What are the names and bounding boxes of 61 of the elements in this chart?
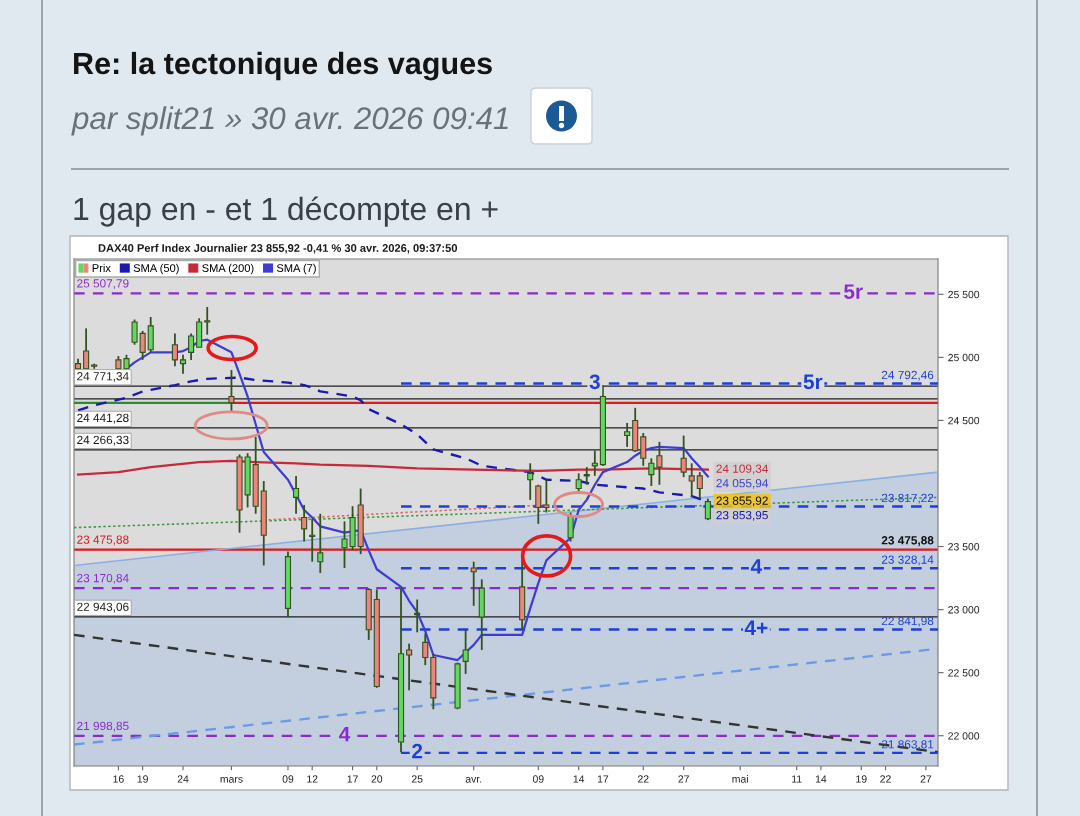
ref-line-label: 23 170,84 bbox=[77, 573, 129, 584]
x-tick-label: avr. bbox=[465, 776, 482, 783]
annotation: 4 bbox=[339, 726, 351, 742]
x-tick-label: 19 bbox=[856, 775, 867, 783]
data-label: 21 863,81 bbox=[881, 740, 934, 750]
data-label: 22 841,98 bbox=[881, 616, 934, 627]
ref-line-label: 21 998,85 bbox=[77, 721, 129, 732]
x-tick-label: mai bbox=[732, 775, 748, 783]
x-tick-label: 25 bbox=[411, 775, 423, 783]
x-tick-label: 12 bbox=[307, 775, 318, 783]
annotation: 2 bbox=[412, 743, 423, 759]
text: 23 855,92 bbox=[716, 496, 768, 507]
annotation: 4+ bbox=[744, 620, 768, 635]
legend-label: SMA (50) bbox=[133, 263, 179, 275]
annotation: 3 bbox=[589, 374, 600, 390]
x-tick-label: mars bbox=[220, 776, 243, 783]
ref-line-label: 23 475,88 bbox=[77, 535, 129, 546]
text: DAX40 Perf Index Journalier 23 855,92 -0,41 % 30 avr. 2026, 09:37:50 bbox=[98, 243, 458, 254]
data-label: 23 817,22 bbox=[881, 493, 934, 504]
data-label: 23 853,95 bbox=[716, 510, 768, 521]
chart-subtitle: par split21 » 30 avr. 2026 09:41 bbox=[71, 106, 508, 136]
ref-line-label: 24 771,34 bbox=[77, 372, 129, 382]
x-tick-label: 24 bbox=[177, 775, 189, 783]
ref-line-label: 25 507,79 bbox=[77, 279, 129, 289]
x-tick-label: 09 bbox=[282, 775, 294, 783]
y-tick-label: 22 500 bbox=[948, 669, 980, 677]
y-tick-label: 25 000 bbox=[948, 353, 980, 362]
legend-label: SMA (7) bbox=[276, 263, 316, 275]
y-tick-label: 25 500 bbox=[948, 290, 980, 299]
legend-label: SMA (200) bbox=[202, 263, 254, 275]
data-label: 23 328,14 bbox=[881, 555, 934, 566]
annotation: 23 475,88 bbox=[881, 536, 934, 547]
x-tick-label: 11 bbox=[792, 775, 802, 783]
x-tick-label: 22 bbox=[638, 775, 649, 783]
x-tick-label: 16 bbox=[113, 775, 124, 783]
x-tick-label: 14 bbox=[815, 775, 827, 783]
x-tick-label: 17 bbox=[597, 775, 609, 783]
text: 1 gap en - et 1 décompte en + bbox=[74, 196, 498, 227]
x-tick-label: 09 bbox=[532, 775, 544, 783]
x-tick-label: 27 bbox=[678, 775, 689, 783]
y-tick-label: 22 000 bbox=[948, 732, 980, 740]
annotation: 5r bbox=[844, 284, 863, 299]
x-tick-label: 22 bbox=[880, 775, 891, 783]
x-tick-label: 17 bbox=[347, 775, 358, 783]
y-tick-label: 23 000 bbox=[948, 606, 980, 614]
ref-line-label: 24 266,33 bbox=[77, 435, 129, 446]
data-label: 24 792,46 bbox=[881, 370, 934, 381]
x-tick-label: 27 bbox=[920, 775, 932, 783]
data-label: 24 055,94 bbox=[716, 479, 769, 489]
ref-line-label: 24 441,28 bbox=[77, 413, 129, 424]
y-tick-label: 23 500 bbox=[948, 543, 980, 551]
chart-title: Re: la tectonique des vagues bbox=[74, 51, 492, 81]
annotation: 5r bbox=[803, 374, 823, 390]
legend-label: Prix bbox=[92, 263, 111, 272]
x-tick-label: 20 bbox=[371, 775, 383, 783]
annotation: 4 bbox=[750, 559, 762, 574]
data-label: 24 109,34 bbox=[716, 464, 769, 475]
y-tick-label: 24 500 bbox=[948, 416, 980, 425]
x-tick-label: 14 bbox=[573, 775, 585, 783]
x-tick-label: 19 bbox=[137, 775, 148, 783]
ref-line-label: 22 943,06 bbox=[77, 602, 129, 613]
